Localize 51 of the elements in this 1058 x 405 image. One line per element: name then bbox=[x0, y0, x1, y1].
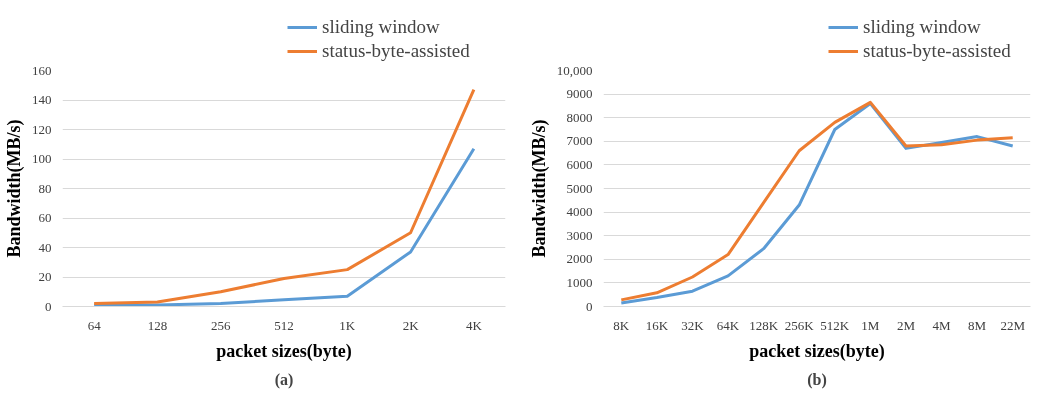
x-tick-label: 512 bbox=[274, 317, 294, 333]
text: (b) bbox=[807, 370, 827, 389]
text: (a) bbox=[274, 370, 294, 389]
y-tick-label: 100 bbox=[32, 151, 52, 166]
y-tick-label: 8000 bbox=[566, 109, 593, 125]
y-tick-label: 120 bbox=[32, 121, 52, 137]
y-tick-label: 6000 bbox=[566, 156, 593, 172]
x-tick-label: 1M bbox=[861, 317, 880, 333]
y-tick-label: 20 bbox=[38, 269, 52, 284]
x-tick-label: 4M bbox=[932, 317, 952, 333]
legend-label: sliding window bbox=[322, 16, 440, 38]
x-tick-label: 64 bbox=[87, 317, 102, 333]
legend-label: status-byte-assisted bbox=[322, 40, 470, 62]
x-axis-title: packet sizes(byte) bbox=[749, 340, 885, 362]
y-tick-label: 80 bbox=[38, 180, 52, 196]
y-axis-title: Bandwidth(MB/s) bbox=[4, 119, 25, 258]
x-tick-label: 2M bbox=[896, 317, 916, 333]
y-tick-label: 10,000 bbox=[556, 62, 593, 78]
x-tick-label: 256 bbox=[210, 317, 231, 333]
y-tick-label: 40 bbox=[38, 239, 52, 255]
line-series bbox=[92, 88, 476, 306]
legend-label: status-byte-assisted bbox=[863, 40, 1011, 62]
y-tick-label: 5000 bbox=[566, 180, 593, 196]
x-tick-label: 1K bbox=[339, 317, 356, 333]
x-tick-label: 128 bbox=[147, 317, 168, 333]
x-tick-label: 32K bbox=[681, 317, 705, 333]
y-axis-title: Bandwidth(MB/s) bbox=[528, 119, 550, 258]
y-tick-label: 0 bbox=[45, 298, 52, 314]
y-tick-label: 4000 bbox=[566, 204, 593, 220]
x-tick-label: 4K bbox=[465, 317, 483, 333]
x-tick-label: 22M bbox=[1000, 317, 1026, 333]
y-tick-label: 160 bbox=[32, 62, 52, 78]
y-tick-label: 140 bbox=[32, 92, 52, 107]
y-tick-label: 60 bbox=[38, 210, 52, 225]
x-tick-label: 8M bbox=[968, 317, 987, 333]
x-tick-label: 16K bbox=[645, 317, 669, 333]
y-tick-label: 0 bbox=[586, 298, 593, 314]
y-tick-label: 1000 bbox=[566, 274, 593, 290]
x-tick-label: 8K bbox=[613, 317, 630, 333]
y-tick-label: 3000 bbox=[566, 227, 593, 243]
x-axis-title: packet sizes(byte) bbox=[216, 340, 352, 362]
x-tick-label: 256K bbox=[784, 317, 815, 333]
x-tick-label: 512K bbox=[820, 317, 850, 333]
line-series bbox=[92, 147, 476, 307]
y-tick-label: 9000 bbox=[566, 86, 593, 102]
legend-label: sliding window bbox=[863, 16, 981, 38]
x-tick-label: 128K bbox=[749, 317, 779, 333]
x-tick-label: 2K bbox=[402, 317, 420, 333]
x-tick-label: 64K bbox=[716, 317, 740, 333]
y-tick-label: 7000 bbox=[566, 133, 593, 149]
y-tick-label: 2000 bbox=[566, 251, 593, 267]
